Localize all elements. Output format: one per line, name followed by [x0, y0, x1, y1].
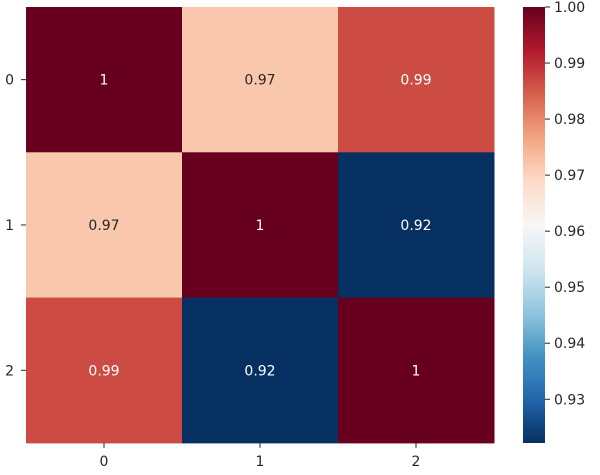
y-tick-label-0: 0 — [5, 73, 14, 89]
colorbar-tick-label-7: 1.00 — [554, 0, 585, 16]
colorbar-tick-label-2: 0.95 — [554, 280, 585, 296]
heatmap-cell-1-1 — [182, 152, 339, 299]
x-tick-label-0: 0 — [100, 454, 109, 470]
colorbar-tick-label-6: 0.99 — [554, 56, 585, 72]
cell-annotation-1-2: 0.92 — [400, 218, 431, 234]
heatmap-annotations: 1 0.97 0.99 0.97 1 0.92 0.99 0.92 1 — [88, 73, 431, 380]
cell-annotation-1-0: 0.97 — [88, 218, 119, 234]
x-tick-label-2: 2 — [412, 454, 421, 470]
x-tick-label-1: 1 — [256, 454, 265, 470]
colorbar-gradient-bar — [523, 7, 545, 443]
heatmap-cell-2-0 — [26, 297, 183, 444]
heatmap-cell-2-1 — [182, 297, 339, 444]
heatmap-cells — [26, 7, 495, 444]
cell-annotation-0-1: 0.97 — [244, 73, 275, 89]
colorbar-tick-label-3: 0.96 — [554, 224, 585, 240]
cell-annotation-2-2: 1 — [412, 363, 421, 379]
x-axis: 0 1 2 — [100, 442, 421, 470]
heatmap-cell-0-2 — [338, 7, 495, 153]
colorbar-tick-label-1: 0.94 — [554, 336, 585, 352]
heatmap-cell-1-0 — [26, 152, 183, 299]
colorbar-tick-label-5: 0.98 — [554, 112, 585, 128]
cell-annotation-2-1: 0.92 — [244, 363, 275, 379]
heatmap-cell-0-1 — [182, 7, 339, 153]
heatmap-cell-1-2 — [338, 152, 495, 299]
cell-annotation-1-1: 1 — [256, 218, 265, 234]
y-tick-label-2: 2 — [5, 363, 14, 379]
cell-annotation-0-0: 1 — [100, 73, 109, 89]
cell-annotation-2-0: 0.99 — [88, 363, 119, 379]
colorbar: 0.93 0.94 0.95 0.96 0.97 0.98 0.99 1.00 — [523, 0, 585, 443]
heatmap-cell-2-2 — [338, 297, 495, 444]
y-tick-label-1: 1 — [5, 218, 14, 234]
colorbar-tick-label-0: 0.93 — [554, 392, 585, 408]
heatmap-cell-0-0 — [26, 7, 183, 153]
colorbar-tick-label-4: 0.97 — [554, 168, 585, 184]
cell-annotation-0-2: 0.99 — [400, 73, 431, 89]
y-axis: 0 1 2 — [5, 73, 26, 379]
